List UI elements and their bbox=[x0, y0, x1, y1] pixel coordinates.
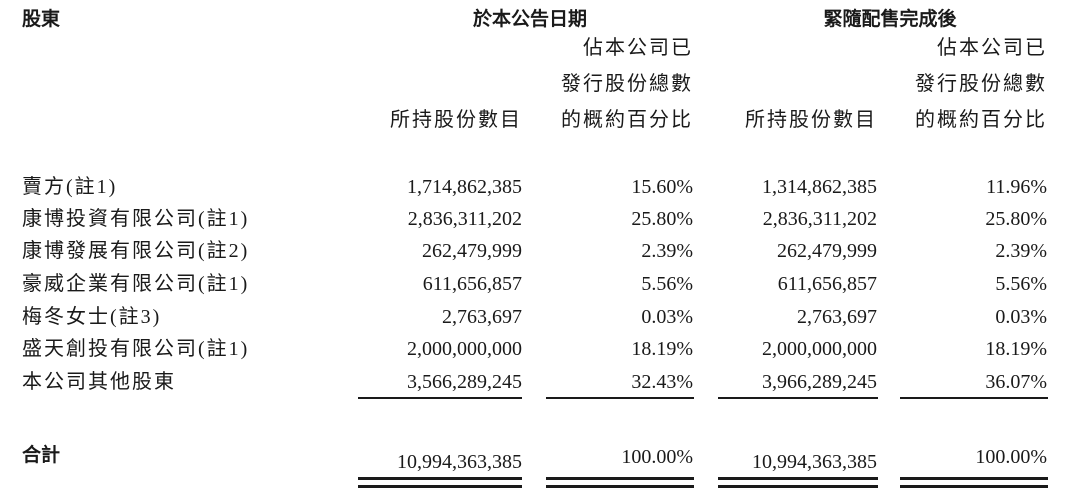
table-cell: 5.56% bbox=[995, 273, 1047, 295]
table-cell: 5.56% bbox=[641, 273, 693, 295]
group-header: 於本公告日期 bbox=[472, 8, 588, 30]
table-cell: 36.07% bbox=[985, 371, 1047, 393]
table-cell: 25.80% bbox=[985, 208, 1047, 230]
rule bbox=[546, 485, 694, 488]
rule bbox=[546, 397, 694, 399]
table-cell: 25.80% bbox=[631, 208, 693, 230]
table-cell: 2,763,697 bbox=[797, 306, 877, 328]
table-cell: 2,836,311,202 bbox=[762, 208, 877, 230]
column-header: 佔本公司已 bbox=[937, 37, 1047, 59]
rule bbox=[358, 477, 522, 480]
total-cell: 10,994,363,385 bbox=[752, 451, 877, 473]
column-header: 所持股份數目 bbox=[390, 109, 522, 131]
table-cell: 3,966,289,245 bbox=[762, 371, 877, 393]
rule bbox=[900, 477, 1048, 480]
rule bbox=[900, 485, 1048, 488]
shareholder-name: 賣方(註1) bbox=[22, 176, 118, 198]
total-label: 合計 bbox=[22, 444, 61, 466]
table-cell: 1,714,862,385 bbox=[407, 176, 522, 198]
total-cell: 100.00% bbox=[621, 446, 693, 468]
table-cell: 2.39% bbox=[995, 240, 1047, 262]
column-header: 所持股份數目 bbox=[745, 109, 877, 131]
rule bbox=[718, 485, 878, 488]
group-header: 緊隨配售完成後 bbox=[823, 8, 957, 30]
table-cell: 15.60% bbox=[631, 176, 693, 198]
table-cell: 2,000,000,000 bbox=[762, 338, 877, 360]
shareholder-name: 梅冬女士(註3) bbox=[22, 306, 162, 328]
rule bbox=[718, 477, 878, 480]
shareholder-name: 康博發展有限公司(註2) bbox=[22, 240, 250, 262]
table-cell: 2,763,697 bbox=[442, 306, 522, 328]
table-cell: 262,479,999 bbox=[422, 240, 522, 262]
rule bbox=[900, 397, 1048, 399]
column-header: 佔本公司已 bbox=[583, 37, 693, 59]
column-header: 股東 bbox=[22, 8, 61, 30]
shareholder-name: 本公司其他股東 bbox=[22, 371, 176, 393]
shareholder-name: 豪威企業有限公司(註1) bbox=[22, 273, 250, 295]
rule bbox=[546, 477, 694, 480]
table-cell: 611,656,857 bbox=[777, 273, 877, 295]
column-header: 發行股份總數 bbox=[915, 73, 1047, 95]
table-cell: 3,566,289,245 bbox=[407, 371, 522, 393]
rule bbox=[358, 485, 522, 488]
rule bbox=[718, 397, 878, 399]
total-cell: 100.00% bbox=[975, 446, 1047, 468]
rule bbox=[358, 397, 522, 399]
table-cell: 11.96% bbox=[986, 176, 1047, 198]
table-cell: 2.39% bbox=[641, 240, 693, 262]
table-cell: 2,000,000,000 bbox=[407, 338, 522, 360]
shareholder-name: 盛天創投有限公司(註1) bbox=[22, 338, 250, 360]
table-cell: 2,836,311,202 bbox=[407, 208, 522, 230]
table-cell: 32.43% bbox=[631, 371, 693, 393]
table-cell: 611,656,857 bbox=[422, 273, 522, 295]
table-cell: 1,314,862,385 bbox=[762, 176, 877, 198]
shareholder-name: 康博投資有限公司(註1) bbox=[22, 208, 250, 230]
table-cell: 0.03% bbox=[995, 306, 1047, 328]
table-cell: 18.19% bbox=[631, 338, 693, 360]
table-cell: 18.19% bbox=[985, 338, 1047, 360]
total-cell: 10,994,363,385 bbox=[397, 451, 522, 473]
table-cell: 0.03% bbox=[641, 306, 693, 328]
table-cell: 262,479,999 bbox=[777, 240, 877, 262]
column-header: 發行股份總數 bbox=[561, 73, 693, 95]
column-header: 的概約百分比 bbox=[915, 109, 1047, 131]
column-header: 的概約百分比 bbox=[561, 109, 693, 131]
